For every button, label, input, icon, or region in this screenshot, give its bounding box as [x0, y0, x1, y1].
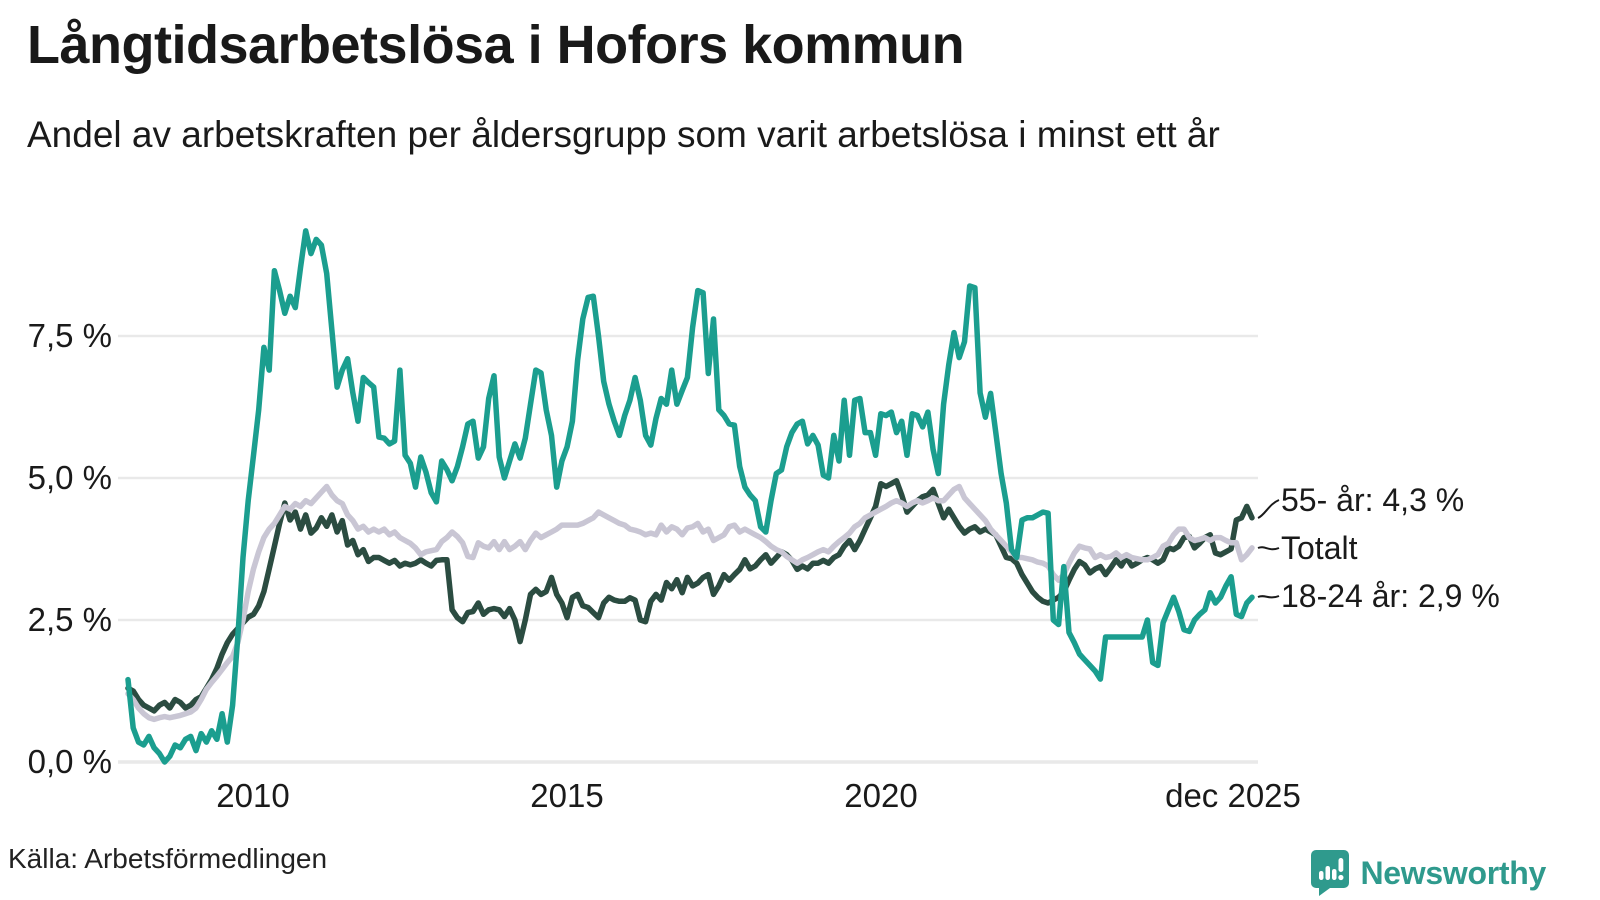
- source-caption: Källa: Arbetsförmedlingen: [8, 843, 328, 874]
- y-axis-tick-7-5: 7,5 %: [27, 317, 112, 354]
- x-axis-tick-2015: 2015: [530, 777, 604, 814]
- series-end-label-18-24: 18-24 år: 2,9 %: [1281, 578, 1500, 614]
- series-end-label-totalt: Totalt: [1281, 530, 1358, 566]
- x-axis-tick-2010: 2010: [216, 777, 290, 814]
- newsworthy-icon: [1310, 850, 1351, 896]
- x-axis-tick-2020: 2020: [844, 777, 918, 814]
- chart-subtitle: Andel av arbetskraften per åldersgrupp s…: [27, 114, 1220, 155]
- series-end-label-55: 55- år: 4,3 %: [1281, 482, 1465, 518]
- x-axis-tick-dec-2025: dec 2025: [1165, 777, 1301, 814]
- newsworthy-wordmark: Newsworthy: [1360, 854, 1547, 891]
- y-axis-tick-2-5: 2,5 %: [27, 601, 112, 638]
- page-title: Långtidsarbetslösa i Hofors kommun: [27, 15, 965, 75]
- y-axis-tick-5-0: 5,0 %: [27, 459, 112, 496]
- y-axis-tick-0: 0,0 %: [27, 743, 112, 780]
- newsworthy-logo: Newsworthy: [1310, 850, 1547, 896]
